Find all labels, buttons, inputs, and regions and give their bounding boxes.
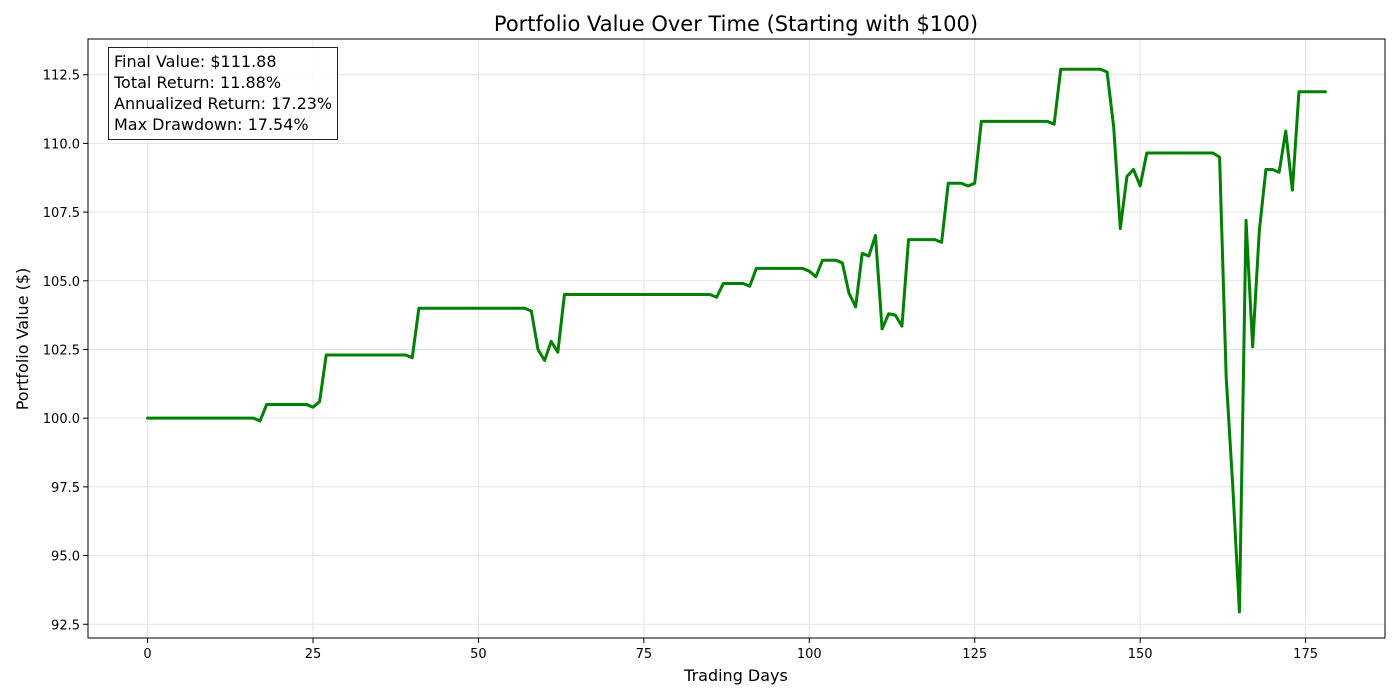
- x-axis-label: Trading Days: [683, 666, 788, 685]
- y-tick-label: 110.0: [43, 137, 80, 152]
- axis-ticks: 0 25 50 75 100 125 150 175 92.5 95.0 97.5 100.0 102.…: [43, 69, 1318, 662]
- final-value-text: Final Value: $111.88: [114, 52, 277, 71]
- grid-lines: [88, 39, 1385, 638]
- y-tick-label: 97.5: [51, 481, 80, 496]
- x-tick-label: 100: [797, 647, 822, 662]
- x-tick-label: 50: [470, 647, 487, 662]
- max-drawdown-text: Max Drawdown: 17.54%: [114, 115, 309, 134]
- x-tick-label: 175: [1293, 647, 1318, 662]
- y-tick-label: 105.0: [43, 275, 80, 290]
- y-tick-label: 95.0: [51, 550, 80, 565]
- y-tick-label: 92.5: [51, 618, 80, 633]
- x-tick-label: 25: [305, 647, 322, 662]
- x-tick-label: 150: [1128, 647, 1153, 662]
- chart-title: Portfolio Value Over Time (Starting with…: [494, 12, 978, 36]
- y-axis-label: Portfolio Value ($): [13, 268, 32, 411]
- x-tick-label: 125: [962, 647, 987, 662]
- y-tick-label: 107.5: [43, 206, 80, 221]
- portfolio-value-line: [146, 67, 1327, 614]
- y-tick-label: 102.5: [43, 343, 80, 358]
- x-tick-label: 75: [636, 647, 653, 662]
- y-tick-label: 112.5: [43, 69, 80, 84]
- data-series-group: [146, 67, 1327, 614]
- total-return-text: Total Return: 11.88%: [114, 73, 282, 92]
- y-tick-label: 100.0: [43, 412, 80, 427]
- annualized-return-text: Annualized Return: 17.23%: [114, 94, 333, 113]
- stats-annotation-box: Final Value: $111.88 Total Return: 11.88…: [108, 47, 339, 140]
- plot-area-frame: [87, 38, 1386, 639]
- x-tick-label: 0: [143, 647, 151, 662]
